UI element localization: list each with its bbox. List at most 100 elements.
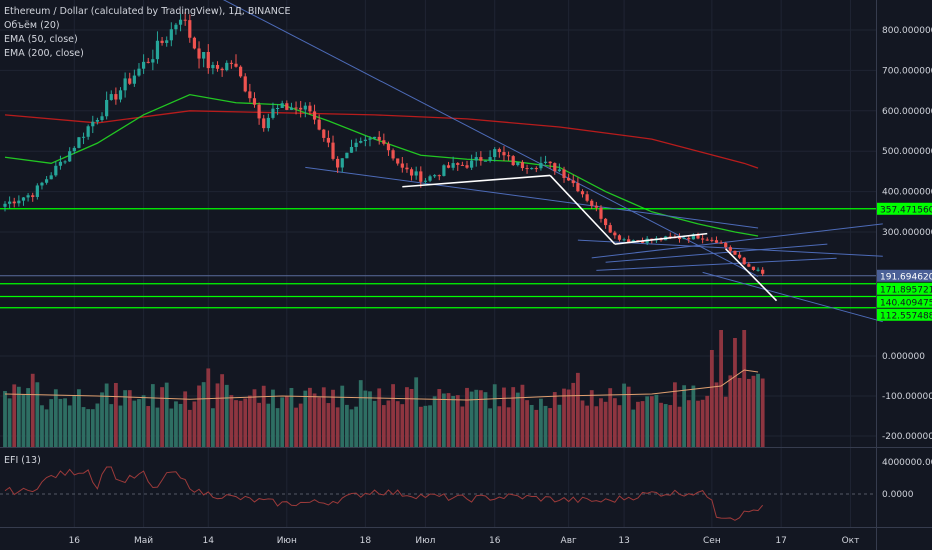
candle-body bbox=[613, 232, 617, 236]
candle-body bbox=[682, 238, 686, 240]
candle-body bbox=[262, 118, 266, 129]
candle-body bbox=[340, 158, 344, 168]
time-tick-label: Окт bbox=[842, 536, 860, 546]
candle-body bbox=[423, 180, 428, 182]
trend-line bbox=[702, 271, 883, 323]
legend-ema200[interactable]: EMA (200, close) bbox=[4, 48, 84, 59]
volume-bar bbox=[608, 388, 613, 447]
volume-bar bbox=[742, 330, 747, 447]
candle-body bbox=[687, 238, 691, 240]
candle-body bbox=[391, 150, 395, 159]
candle-body bbox=[137, 68, 141, 76]
volume-bar bbox=[354, 406, 359, 447]
legend-ema50[interactable]: EMA (50, close) bbox=[4, 34, 78, 45]
volume-bar bbox=[552, 392, 557, 447]
candle-body bbox=[571, 180, 575, 184]
candle-body bbox=[502, 152, 506, 156]
candle-body bbox=[400, 163, 404, 168]
candle-body bbox=[202, 51, 206, 59]
volume-bar bbox=[344, 404, 349, 447]
volume-bar bbox=[132, 400, 137, 447]
candle-body bbox=[728, 247, 732, 251]
time-tick-label: 16 bbox=[69, 536, 81, 546]
candle-body bbox=[248, 91, 252, 99]
candle-body bbox=[359, 140, 363, 143]
volume-ma bbox=[4, 369, 759, 401]
volume-bar bbox=[460, 406, 465, 447]
candle-body bbox=[183, 19, 187, 21]
volume-bar bbox=[3, 391, 7, 447]
candle-body bbox=[294, 107, 298, 109]
candle-body bbox=[95, 120, 99, 122]
volume-bar bbox=[234, 400, 238, 447]
trend-lines[interactable] bbox=[181, 0, 883, 323]
volume-bar bbox=[127, 390, 132, 447]
candle-body bbox=[456, 163, 460, 165]
volume-bar bbox=[137, 399, 141, 447]
candle-body bbox=[479, 157, 483, 161]
volume-bar bbox=[575, 372, 580, 447]
candle-body bbox=[312, 111, 317, 120]
volume-bar bbox=[645, 396, 650, 447]
volume-bar bbox=[183, 391, 188, 447]
candle-body bbox=[414, 171, 418, 176]
volume-bar bbox=[294, 407, 298, 447]
candle-body bbox=[691, 234, 695, 240]
legend-volume[interactable]: Объём (20) bbox=[4, 20, 60, 31]
candle-body bbox=[35, 185, 39, 197]
candle-body bbox=[81, 136, 86, 138]
volume-bar bbox=[446, 393, 451, 447]
legend-title[interactable]: Ethereum / Dollar (calculated by Trading… bbox=[4, 6, 291, 17]
price-tick-label: 600.000000 bbox=[882, 107, 932, 117]
price-tick-label: 500.000000 bbox=[882, 147, 932, 157]
candle-body bbox=[437, 175, 441, 177]
ema-lines bbox=[4, 93, 759, 237]
candle-body bbox=[252, 98, 257, 105]
efi-legend[interactable]: EFI (13) bbox=[4, 455, 41, 466]
time-tick-label: 18 bbox=[360, 536, 372, 546]
time-tick-label: Май bbox=[134, 536, 153, 546]
candle-body bbox=[516, 162, 520, 166]
candle-body bbox=[197, 48, 201, 59]
candle-body bbox=[192, 37, 197, 49]
volume-bar bbox=[515, 392, 520, 447]
volume-bar bbox=[358, 380, 363, 447]
candle-body bbox=[428, 176, 432, 181]
candle-body bbox=[604, 218, 608, 226]
volume-bar bbox=[160, 387, 164, 447]
volume-bar bbox=[49, 399, 54, 447]
volume-bar bbox=[594, 406, 599, 447]
candle-body bbox=[368, 138, 372, 140]
white-trend-lines[interactable] bbox=[402, 174, 778, 302]
candle-body bbox=[280, 103, 284, 109]
volume-bar bbox=[280, 397, 285, 447]
volume-bar bbox=[686, 400, 691, 447]
volume-bar bbox=[451, 395, 456, 447]
volume-bar bbox=[502, 387, 506, 447]
candle-body bbox=[714, 240, 719, 243]
candle-body bbox=[396, 158, 400, 164]
volume-bar bbox=[668, 405, 673, 447]
trend-line bbox=[222, 0, 759, 277]
volume-bar bbox=[756, 373, 760, 447]
price-tag-label: 357.471560 bbox=[880, 205, 932, 215]
candle-body bbox=[511, 156, 515, 166]
candle-body bbox=[580, 191, 585, 195]
price-tag-box bbox=[877, 295, 932, 308]
volume-bar bbox=[478, 390, 483, 447]
volume-bar bbox=[636, 401, 640, 447]
volume-bar bbox=[192, 401, 197, 447]
horizontal-levels[interactable] bbox=[0, 208, 876, 309]
white-line bbox=[402, 174, 551, 188]
candle-body bbox=[483, 160, 488, 162]
volume-bar bbox=[21, 394, 26, 447]
volume-bar bbox=[599, 398, 603, 447]
volume-bar bbox=[72, 395, 77, 447]
candle-body bbox=[72, 147, 76, 152]
candle-body bbox=[737, 254, 742, 258]
candle-body bbox=[705, 239, 709, 241]
volume-tick-label: -100.000000 bbox=[882, 392, 932, 402]
candle-body bbox=[63, 161, 67, 163]
volume-bar bbox=[100, 392, 104, 447]
